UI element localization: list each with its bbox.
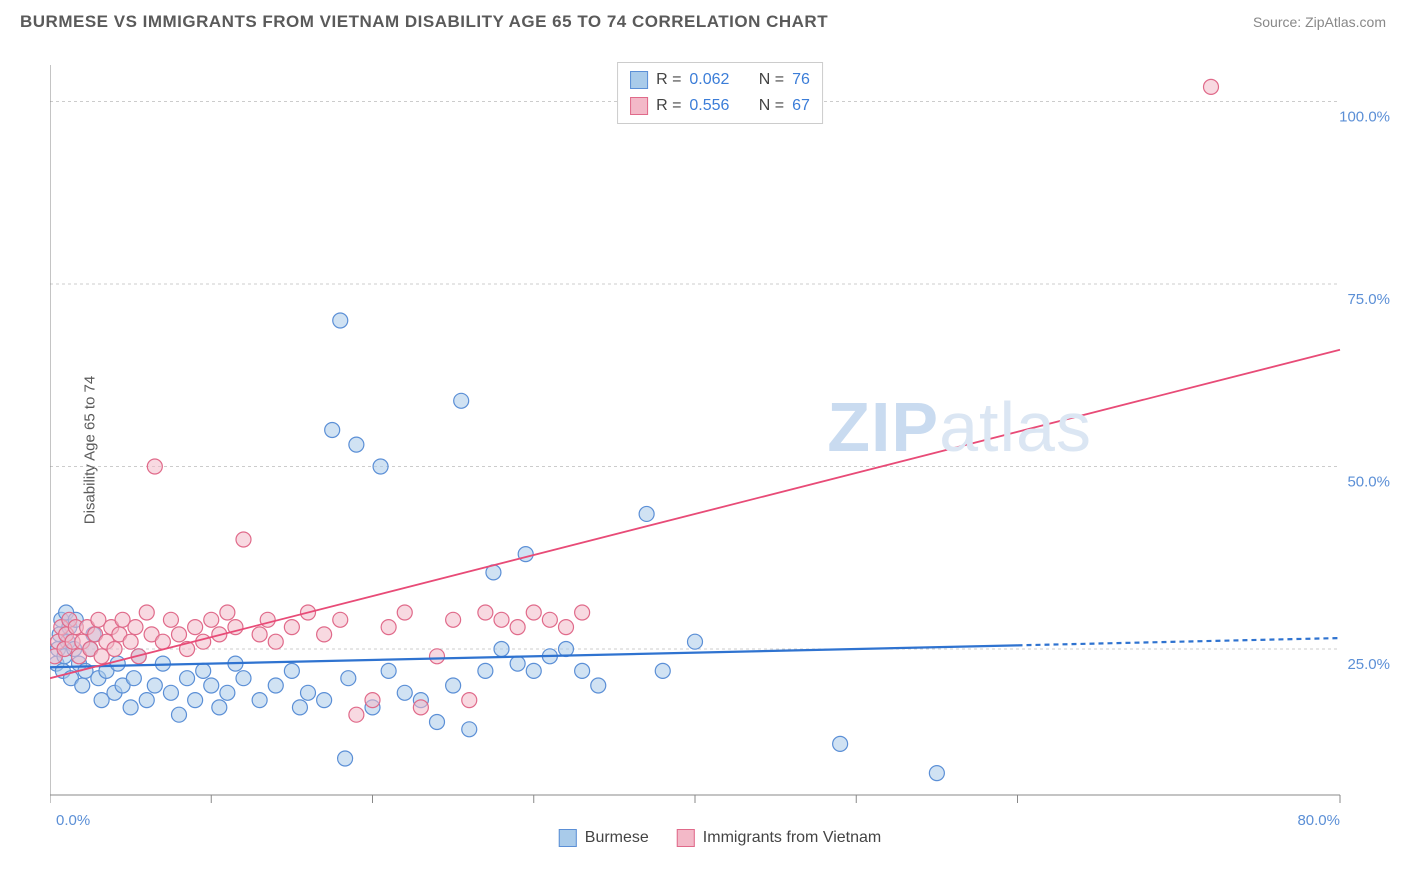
svg-text:0.0%: 0.0%: [56, 812, 90, 829]
svg-text:100.0%: 100.0%: [1339, 109, 1390, 126]
legend-r-label: R =: [656, 97, 681, 115]
svg-text:75.0%: 75.0%: [1347, 291, 1390, 308]
series-legend-item: Immigrants from Vietnam: [677, 829, 881, 847]
scatter-chart: 25.0% 50.0% 75.0% 100.0% 0.0% 80.0%: [50, 55, 1390, 845]
correlation-legend: R = 0.062 N = 76R = 0.556 N = 67: [617, 62, 823, 124]
legend-swatch: [630, 97, 648, 115]
series-legend: Burmese Immigrants from Vietnam: [559, 829, 881, 847]
legend-r-value: 0.556: [689, 97, 729, 115]
legend-row: R = 0.062 N = 76: [630, 67, 810, 93]
legend-swatch: [677, 829, 695, 847]
legend-swatch: [559, 829, 577, 847]
source-link[interactable]: ZipAtlas.com: [1305, 14, 1386, 30]
y-axis-label: Disability Age 65 to 74: [82, 376, 99, 524]
legend-r-label: R =: [656, 71, 681, 89]
series-legend-item: Burmese: [559, 829, 649, 847]
svg-text:25.0%: 25.0%: [1347, 656, 1390, 673]
series-name: Burmese: [585, 829, 649, 847]
series-name: Immigrants from Vietnam: [703, 829, 881, 847]
source-label: Source:: [1253, 14, 1301, 30]
legend-n-value: 67: [792, 97, 810, 115]
chart-header: BURMESE VS IMMIGRANTS FROM VIETNAM DISAB…: [0, 0, 1406, 36]
legend-n-label: N =: [759, 71, 784, 89]
chart-title: BURMESE VS IMMIGRANTS FROM VIETNAM DISAB…: [20, 12, 828, 32]
legend-r-value: 0.062: [689, 71, 729, 89]
legend-row: R = 0.556 N = 67: [630, 93, 810, 119]
svg-text:80.0%: 80.0%: [1297, 812, 1340, 829]
chart-container: Disability Age 65 to 74 ZIPatlas 25.0%50…: [50, 55, 1390, 845]
legend-n-value: 76: [792, 71, 810, 89]
legend-n-label: N =: [759, 97, 784, 115]
legend-swatch: [630, 71, 648, 89]
svg-text:50.0%: 50.0%: [1347, 474, 1390, 491]
source-attribution: Source: ZipAtlas.com: [1253, 14, 1386, 30]
